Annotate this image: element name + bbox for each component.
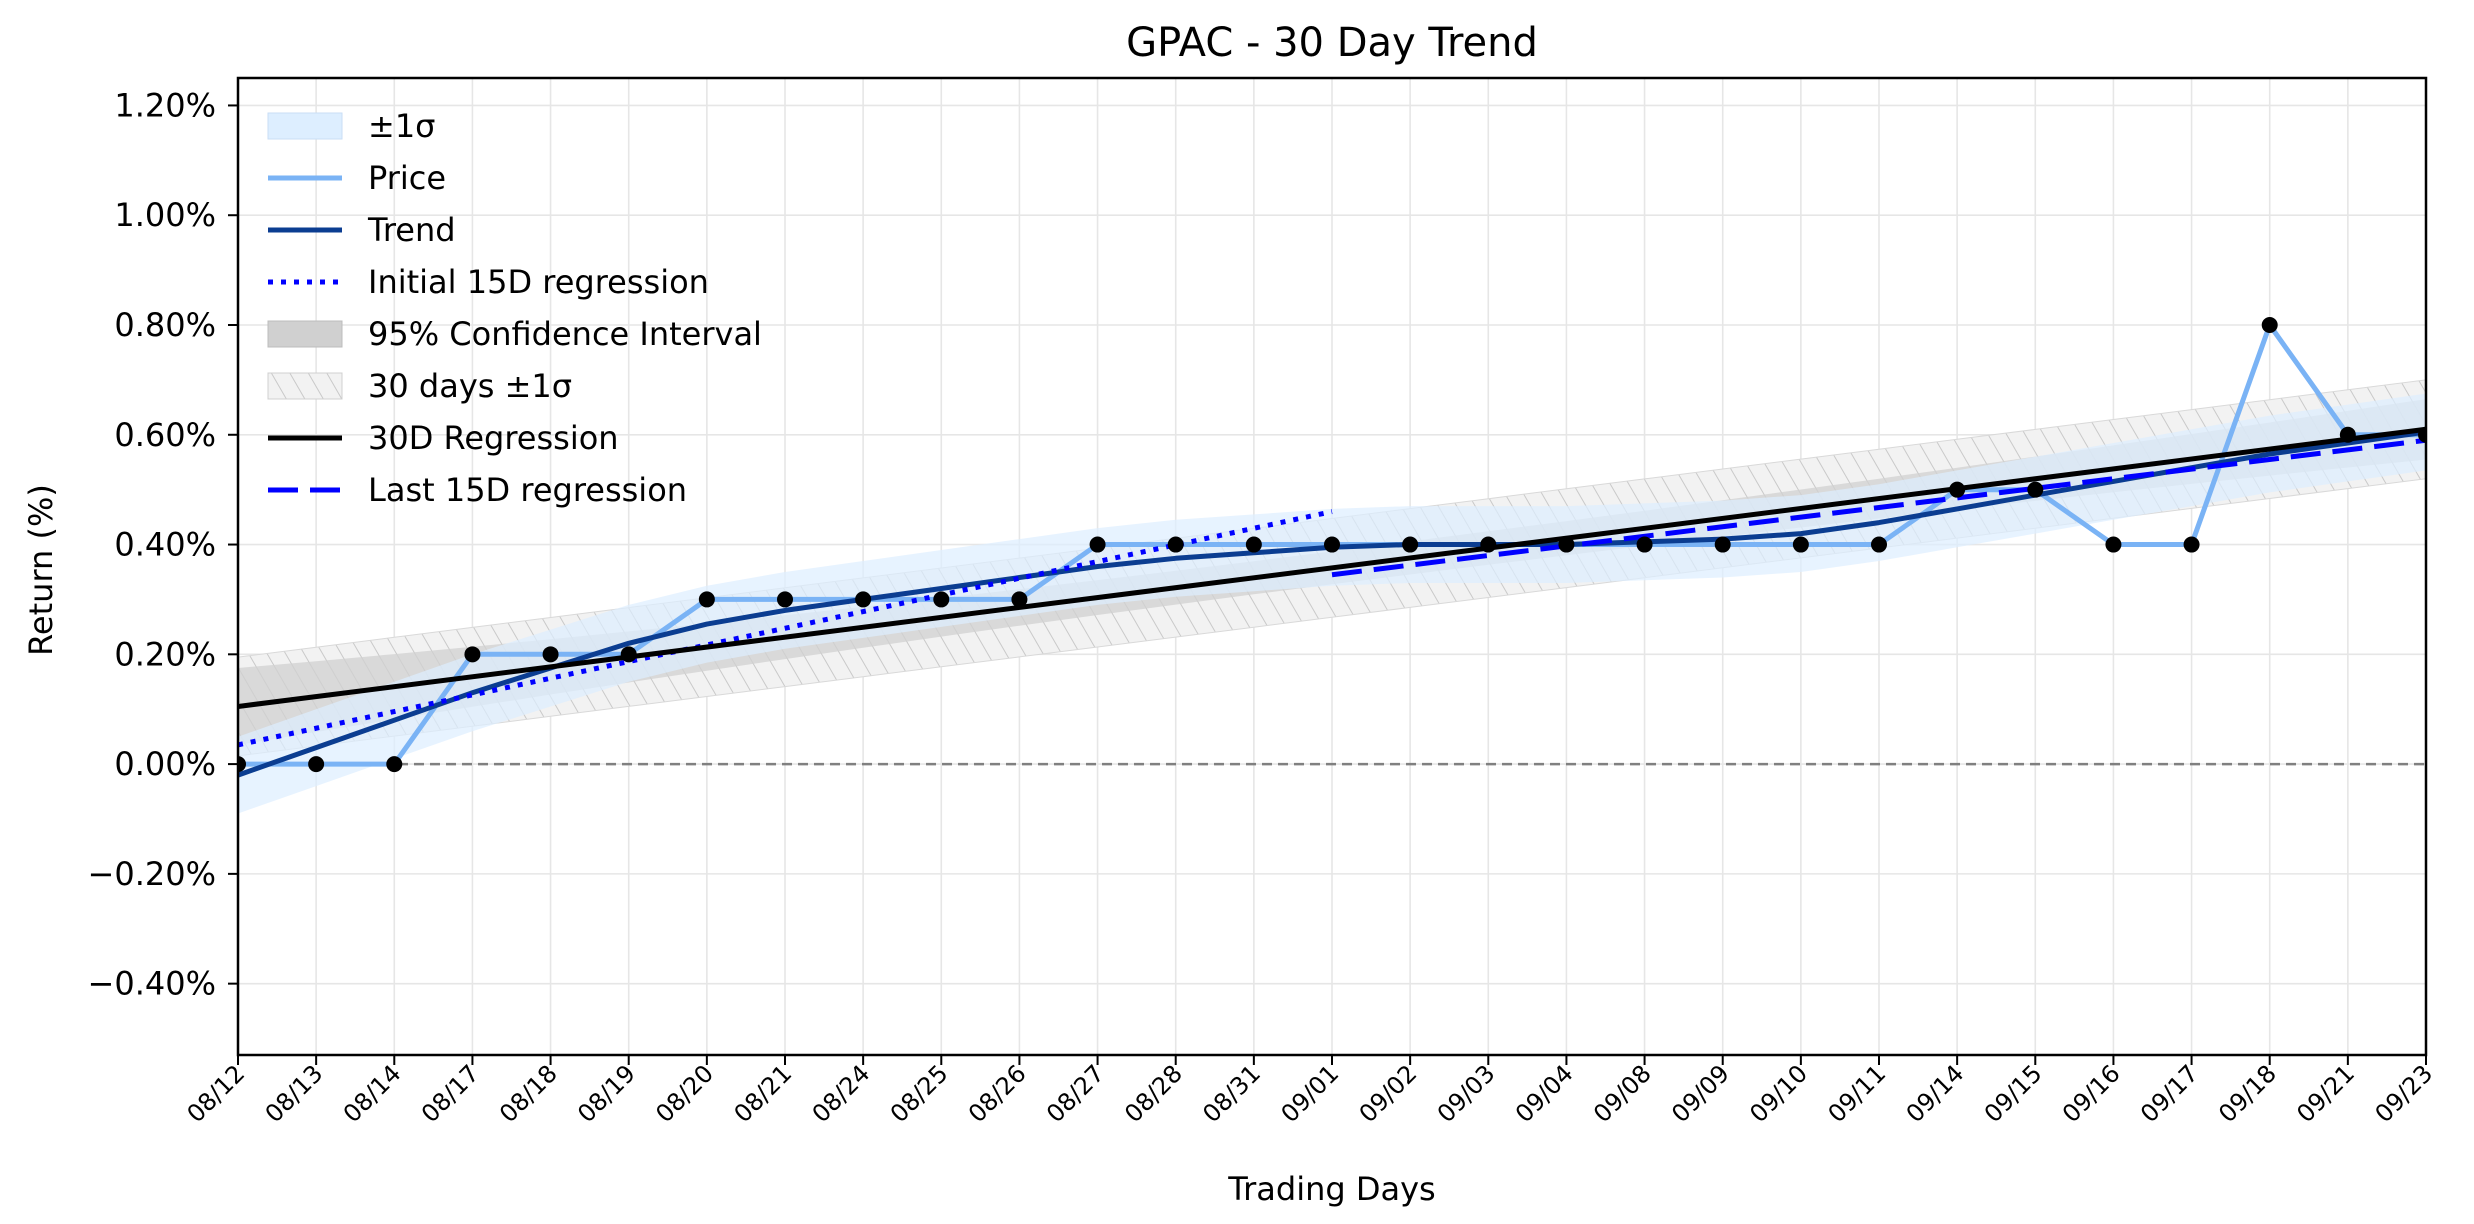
price-point [1714, 536, 1731, 553]
last-15d-regression-line [1331, 437, 2426, 578]
x-tick-label: 08/13 [260, 1059, 329, 1128]
price-point [933, 591, 950, 608]
legend-label: Last 15D regression [368, 471, 687, 509]
x-tick-label: 09/09 [1666, 1059, 1735, 1128]
x-tick-label: 08/27 [1041, 1059, 1110, 1128]
price-point [1636, 536, 1653, 553]
x-tick-label: 09/17 [2135, 1059, 2204, 1128]
legend-label: Price [368, 159, 446, 197]
price-point [238, 756, 246, 773]
y-tick-label: −0.40% [88, 965, 216, 1003]
chart-title: GPAC - 30 Day Trend [1126, 20, 1538, 66]
x-axis-label: Trading Days [1227, 1170, 1435, 1208]
price-point [2339, 426, 2356, 443]
price-point [855, 591, 872, 608]
x-tick-label: 09/08 [1588, 1059, 1657, 1128]
x-tick-label: 09/10 [1744, 1059, 1813, 1128]
x-tick-label: 08/12 [182, 1059, 251, 1128]
x-tick-label: 09/23 [2370, 1059, 2439, 1128]
x-tick-label: 09/11 [1823, 1059, 1892, 1128]
legend-label: 30D Regression [368, 419, 619, 457]
x-tick-label: 08/14 [338, 1059, 407, 1128]
price-point [1558, 536, 1575, 553]
y-tick-label: 1.20% [114, 86, 216, 124]
price-point [620, 646, 637, 663]
y-tick-label: 0.20% [114, 635, 216, 673]
x-tick-label: 09/01 [1276, 1059, 1345, 1128]
x-tick-label: 08/19 [572, 1059, 641, 1128]
y-axis-label: Return (%) [22, 484, 60, 656]
price-point [1792, 536, 1809, 553]
legend-label: ±1σ [368, 107, 435, 145]
price-point [308, 756, 325, 773]
legend: ±1σ Price Trend Initial 15D regression 95% C… [267, 107, 762, 509]
price-point [2418, 426, 2426, 443]
regression-30d-line [238, 426, 2426, 709]
x-tick-label: 09/03 [1432, 1059, 1501, 1128]
x-tick-label: 09/21 [2291, 1059, 2360, 1128]
price-point [777, 591, 793, 608]
legend-swatch [267, 112, 343, 140]
price-point [464, 646, 481, 663]
x-tick-label: 08/31 [1197, 1059, 1266, 1128]
y-tick-label: 1.00% [114, 196, 216, 234]
x-tick-label: 09/15 [1979, 1059, 2048, 1128]
x-tick-label: 08/17 [416, 1059, 485, 1128]
price-point [2183, 536, 2200, 553]
y-tick-label: 0.80% [114, 306, 216, 344]
y-tick-label: 0.00% [114, 745, 216, 783]
x-tick-label: 08/18 [494, 1059, 563, 1128]
price-point [1324, 536, 1340, 553]
legend-swatch [267, 320, 343, 348]
price-point [1480, 536, 1497, 553]
y-tick-label: 0.40% [114, 526, 216, 564]
x-tick-label: 08/21 [729, 1059, 798, 1128]
price-point [1089, 536, 1106, 553]
price-point [1871, 536, 1887, 553]
y-tick-label: −0.20% [88, 855, 216, 893]
initial-15d-regression-line [238, 509, 1333, 748]
plot-area [238, 316, 2426, 814]
y-tick-label: 0.60% [114, 416, 216, 454]
price-point [2027, 481, 2044, 498]
price-point [2105, 536, 2122, 553]
x-tick-label: 09/14 [1901, 1059, 1970, 1128]
x-tick-label: 09/16 [2057, 1059, 2126, 1128]
x-tick-label: 09/02 [1354, 1059, 1423, 1128]
legend-swatch [267, 372, 343, 400]
x-tick-label: 08/20 [650, 1059, 719, 1128]
legend-label: Initial 15D regression [368, 263, 709, 301]
x-tick-label: 09/04 [1510, 1059, 1579, 1128]
price-point [698, 591, 715, 608]
price-point [1402, 536, 1419, 553]
x-tick-label: 08/26 [963, 1059, 1032, 1128]
x-tick-label: 09/18 [2213, 1059, 2282, 1128]
price-point [1245, 536, 1262, 553]
legend-label: 95% Confidence Interval [368, 315, 762, 353]
price-point [1011, 591, 1028, 608]
legend-label: 30 days ±1σ [368, 367, 572, 405]
price-point [386, 756, 403, 773]
price-point [1949, 481, 1966, 498]
legend-label: Trend [367, 211, 456, 249]
x-tick-label: 08/25 [885, 1059, 954, 1128]
x-tick-label: 08/28 [1119, 1059, 1188, 1128]
price-point [1167, 536, 1184, 553]
x-tick-label: 08/24 [807, 1059, 876, 1128]
price-point [2261, 316, 2278, 333]
price-point [542, 646, 559, 663]
